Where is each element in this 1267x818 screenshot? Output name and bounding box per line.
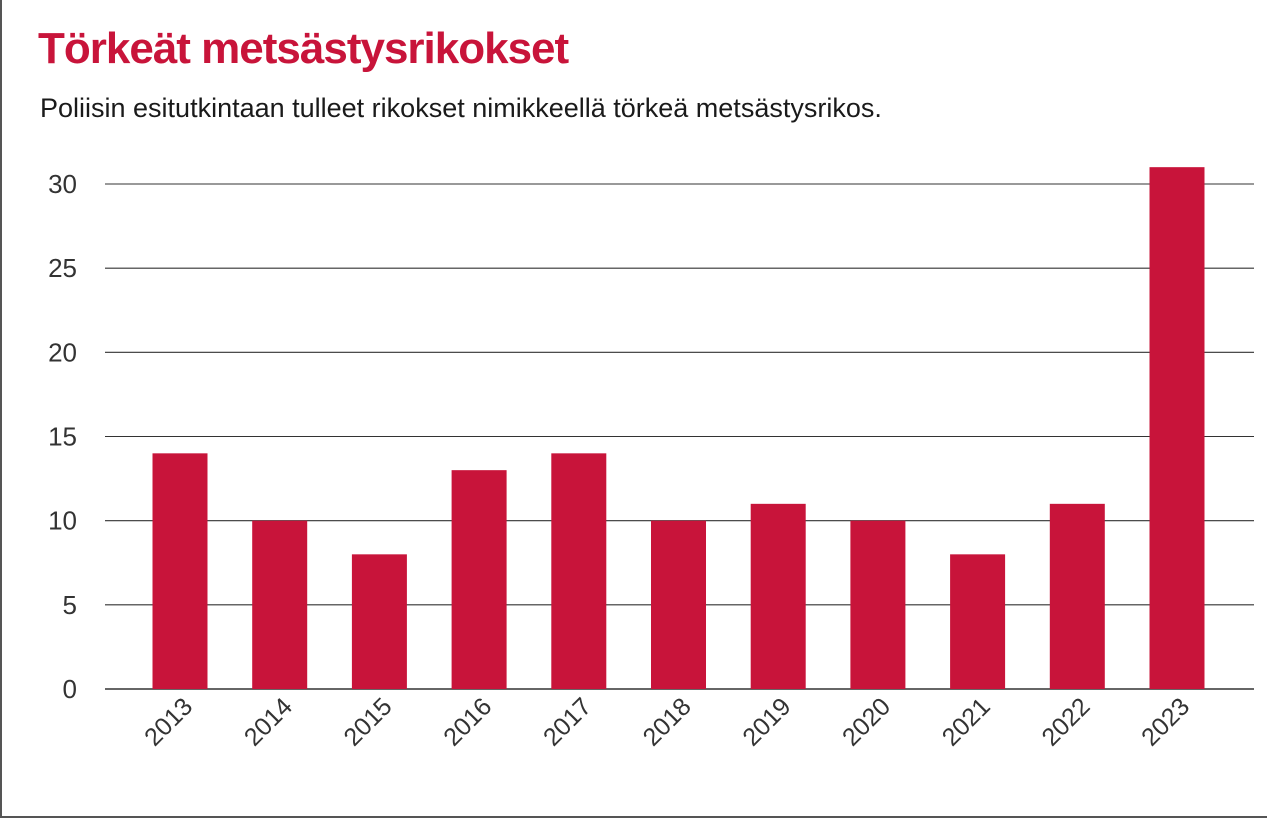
chart-subtitle: Poliisin esitutkintaan tulleet rikokset … (40, 93, 882, 123)
x-tick-label: 2015 (339, 692, 398, 751)
bar-2020 (850, 520, 906, 689)
bar-2013 (152, 453, 208, 689)
x-tick-label: 2016 (438, 692, 497, 751)
chart-title: Törkeät metsästysrikokset (38, 24, 569, 73)
bar-2019 (750, 503, 806, 689)
bar-2022 (1049, 503, 1105, 689)
y-tick-label: 5 (63, 590, 77, 620)
x-tick-label: 2020 (837, 692, 896, 751)
x-tick-label: 2018 (638, 692, 697, 751)
bar-2018 (651, 520, 706, 689)
bars (152, 167, 1205, 689)
bar-2016 (451, 470, 507, 689)
x-tick-label: 2017 (538, 692, 597, 751)
x-tick-label: 2021 (937, 692, 996, 751)
y-tick-label: 10 (48, 506, 77, 536)
y-tick-label: 25 (48, 253, 77, 283)
x-tick-label: 2013 (139, 692, 198, 751)
bar-2015 (351, 554, 407, 689)
y-tick-label: 0 (63, 674, 77, 704)
bar-2014 (252, 520, 308, 689)
x-tick-label: 2014 (239, 692, 298, 751)
x-tick-label: 2022 (1036, 692, 1095, 751)
bar-2023 (1149, 167, 1205, 689)
x-axis-tick-labels: 2013 2014 2015 2016 2017 2018 2019 2020 2021 2022… (139, 692, 1195, 751)
bar-2017 (551, 453, 607, 689)
y-axis-tick-labels: 0 5 10 15 20 25 30 (48, 169, 77, 704)
y-tick-label: 15 (48, 422, 77, 452)
y-tick-label: 20 (48, 337, 77, 367)
y-tick-label: 30 (48, 169, 77, 199)
x-tick-label: 2019 (737, 692, 796, 751)
x-tick-label: 2023 (1136, 692, 1195, 751)
bar-2021 (950, 554, 1006, 689)
